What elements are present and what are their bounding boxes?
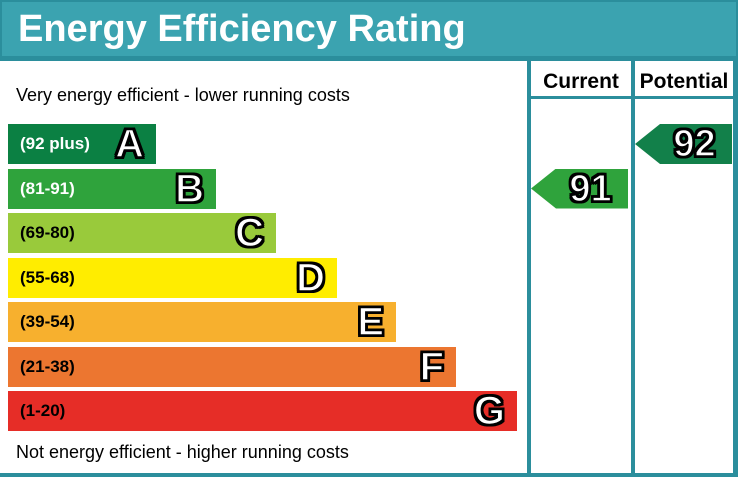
band-letter: E	[357, 300, 385, 344]
band-letter: C	[234, 211, 264, 255]
band-row-c: (69-80) C	[8, 211, 276, 255]
band-range-label: (55-68)	[20, 267, 75, 287]
band-row-a: (92 plus) A	[8, 122, 156, 166]
band-range-label: (21-38)	[20, 356, 75, 376]
potential-column-divider	[631, 61, 635, 473]
caption-not-efficient: Not energy efficient - higher running co…	[16, 442, 349, 462]
band-letter: B	[174, 166, 204, 211]
band-range-label: (69-80)	[20, 223, 75, 242]
current-rating-pointer: 91	[531, 167, 628, 210]
column-header-current: Current	[543, 70, 619, 93]
potential-rating-pointer: 92	[635, 124, 732, 164]
band-letter: G	[473, 389, 506, 433]
frame-right-border	[733, 58, 738, 477]
band-range-label: (92 plus)	[20, 134, 90, 153]
band-letter: A	[114, 122, 144, 166]
frame-bottom-border	[0, 473, 738, 477]
page-title: Energy Efficiency Rating	[18, 7, 466, 50]
current-column-divider	[527, 61, 531, 473]
band-letter: F	[419, 344, 445, 389]
band-row-d: (55-68) D	[8, 255, 337, 300]
column-header-potential: Potential	[639, 70, 729, 93]
title-banner: Energy Efficiency Rating	[0, 0, 738, 58]
current-rating-value: 91	[569, 167, 613, 210]
band-range-label: (81-91)	[20, 178, 75, 198]
column-header-underline	[527, 96, 738, 99]
band-row-e: (39-54) E	[8, 300, 396, 344]
band-range-label: (39-54)	[20, 312, 75, 331]
band-row-b: (81-91) B	[8, 166, 216, 211]
band-row-g: (1-20) G	[8, 389, 517, 433]
potential-rating-value: 92	[673, 123, 717, 165]
caption-very-efficient: Very energy efficient - lower running co…	[16, 85, 350, 105]
band-letter: D	[295, 255, 325, 300]
frame-top-border	[0, 58, 738, 61]
band-row-f: (21-38) F	[8, 344, 456, 389]
band-range-label: (1-20)	[20, 401, 66, 420]
